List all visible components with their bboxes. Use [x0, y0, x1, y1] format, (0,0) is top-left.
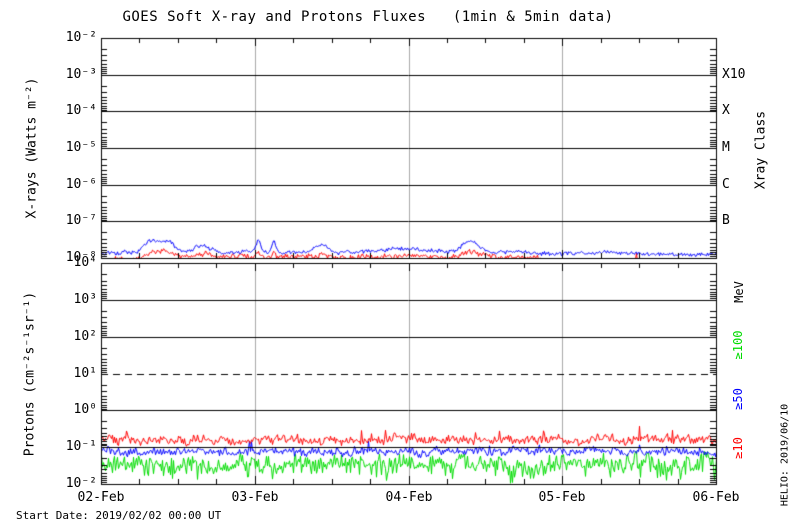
xray-class-tick-1: X	[722, 103, 730, 118]
x-tick-label-3: 05-Feb	[538, 490, 586, 505]
proton-threshold-label-ge50: ≥50	[731, 388, 745, 410]
xray-y-tick-label-6: 10⁻⁸	[65, 250, 97, 265]
proton-y-tick-label-6: 10⁻²	[65, 476, 97, 491]
proton-y-tick-label-0: 10⁴	[73, 255, 97, 270]
proton-y-tick-label-2: 10²	[73, 329, 97, 344]
xray-y-tick-label-2: 10⁻⁴	[65, 103, 97, 118]
proton-unit-label: MeV	[732, 281, 746, 303]
xray-class-tick-0: X10	[722, 67, 746, 82]
x-tick-label-2: 04-Feb	[385, 490, 433, 505]
proton-y-tick-label-4: 10⁰	[73, 402, 97, 417]
proton-y-axis-label: Protons (cm⁻²s⁻¹sr⁻¹)	[22, 291, 38, 457]
x-tick-label-1: 03-Feb	[231, 490, 279, 505]
xray-y-tick-label-3: 10⁻⁵	[65, 140, 97, 155]
xray-class-tick-2: M	[722, 140, 730, 155]
xray-class-tick-4: B	[722, 213, 730, 228]
proton-y-tick-label-1: 10³	[73, 292, 97, 307]
proton-threshold-label-ge10: ≥10	[731, 437, 745, 459]
x-tick-label-4: 06-Feb	[692, 490, 740, 505]
proton-y-tick-label-5: 10⁻¹	[65, 439, 97, 454]
xray-class-tick-3: C	[722, 177, 730, 192]
xray-y-tick-label-5: 10⁻⁷	[65, 213, 97, 228]
xray-y-tick-label-1: 10⁻³	[65, 67, 97, 82]
chart-title: GOES Soft X-ray and Protons Fluxes (1min…	[122, 9, 614, 25]
xray-y-axis-label: X-rays (Watts m⁻²)	[24, 77, 40, 219]
proton-threshold-label-ge100: ≥100	[731, 330, 745, 360]
start-date-label: Start Date: 2019/02/02 00:00 UT	[16, 509, 222, 522]
xray-y-tick-label-4: 10⁻⁶	[65, 177, 97, 192]
proton-y-tick-label-3: 10¹	[73, 366, 97, 381]
xray-y-tick-label-0: 10⁻²	[65, 30, 97, 45]
x-tick-label-0: 02-Feb	[77, 490, 125, 505]
credit-label: HELIO: 2019/06/10	[779, 403, 791, 507]
